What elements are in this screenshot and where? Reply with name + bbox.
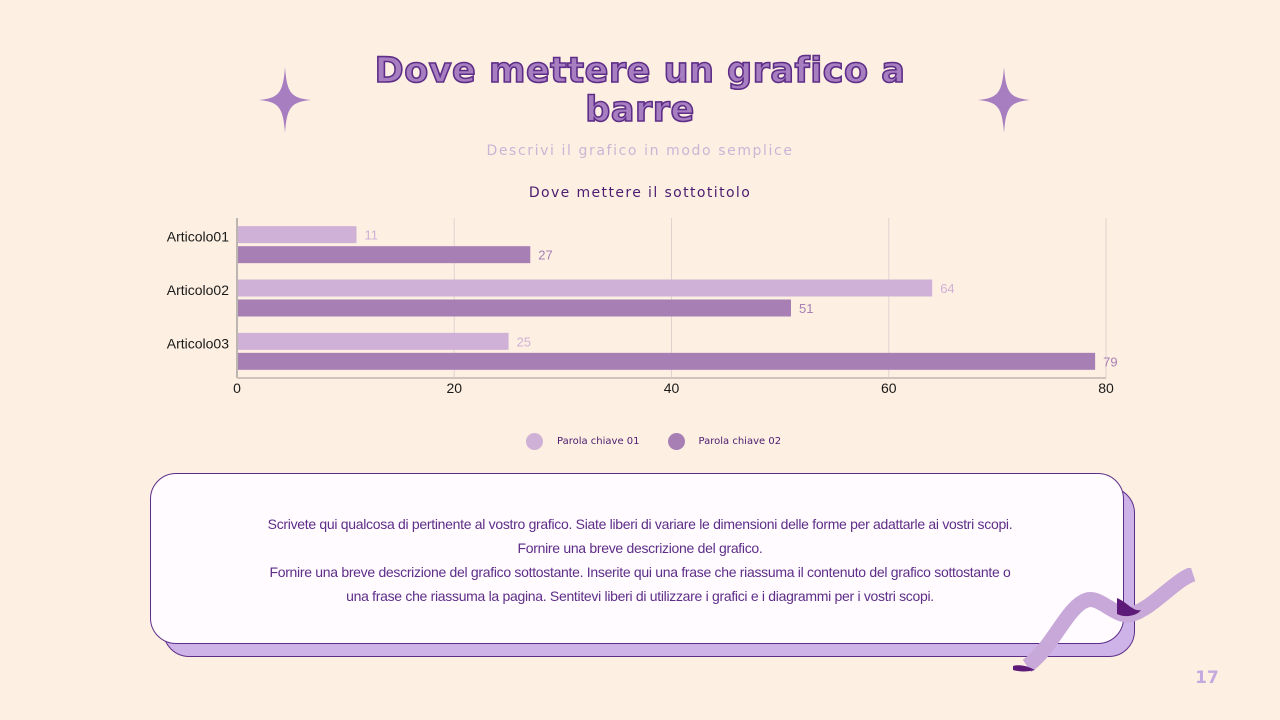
sparkle-right-icon — [978, 67, 1030, 133]
sparkle-left-icon — [259, 67, 311, 133]
legend-swatch-series-2 — [667, 432, 685, 450]
category-label-2: Articolo02 — [167, 282, 229, 298]
data-label-1-series-1: 11 — [364, 228, 378, 243]
bar-1-series-1 — [238, 226, 357, 244]
category-label-1: Articolo01 — [167, 229, 229, 245]
data-label-2-series-1: 64 — [940, 281, 954, 296]
description-line-4: una frase che riassuma la pagina. Sentit… — [346, 588, 934, 604]
category-label-3: Articolo03 — [167, 335, 229, 351]
data-label-3-series-1: 25 — [517, 334, 531, 349]
x-tick-label-0: 0 — [233, 380, 241, 396]
chart-subtitle: Dove mettere il sottotitolo — [528, 185, 752, 201]
page-subtitle: Descrivi il grafico in modo semplice — [486, 143, 794, 159]
x-tick-label-4: 80 — [1098, 380, 1114, 396]
x-tick-label-1: 20 — [446, 380, 462, 396]
description-line-3: Fornire una breve descrizione del grafic… — [269, 564, 1011, 580]
x-tick-label-2: 40 — [664, 380, 680, 396]
page-number: 17 — [1195, 668, 1219, 688]
bar-2-series-2 — [238, 299, 791, 317]
x-tick-label-3: 60 — [881, 380, 897, 396]
bar-chart: 0 20 40 60 80 Articolo01 11 27 Articolo02 64 51 Art… — [167, 218, 1118, 396]
legend-item-series-1: Parola chiave 01 — [526, 432, 640, 450]
description-text: Scrivete qui qualcosa di pertinente al v… — [210, 512, 1070, 608]
data-label-1-series-2: 27 — [538, 248, 552, 263]
legend-item-series-2: Parola chiave 02 — [667, 432, 782, 450]
bar-3-series-1 — [238, 332, 509, 350]
page-title: Dove mettere un grafico a barre — [374, 51, 906, 131]
data-label-3-series-2: 79 — [1103, 354, 1117, 369]
legend-swatch-series-1 — [526, 432, 543, 450]
legend-label-series-1: Parola chiave 01 — [557, 435, 640, 447]
data-label-2-series-2: 51 — [799, 301, 813, 316]
bar-1-series-2 — [238, 246, 531, 264]
bar-2-series-1 — [238, 279, 933, 297]
ribbon-icon — [1013, 568, 1196, 673]
description-line-2: Fornire una breve descrizione del grafic… — [517, 540, 763, 556]
legend-label-series-2: Parola chiave 02 — [698, 435, 782, 447]
description-line-1: Scrivete qui qualcosa di pertinente al v… — [267, 516, 1013, 532]
bar-3-series-2 — [238, 352, 1096, 370]
chart-legend: Parola chiave 01 Parola chiave 02 — [526, 431, 781, 451]
description-card — [150, 473, 1124, 644]
